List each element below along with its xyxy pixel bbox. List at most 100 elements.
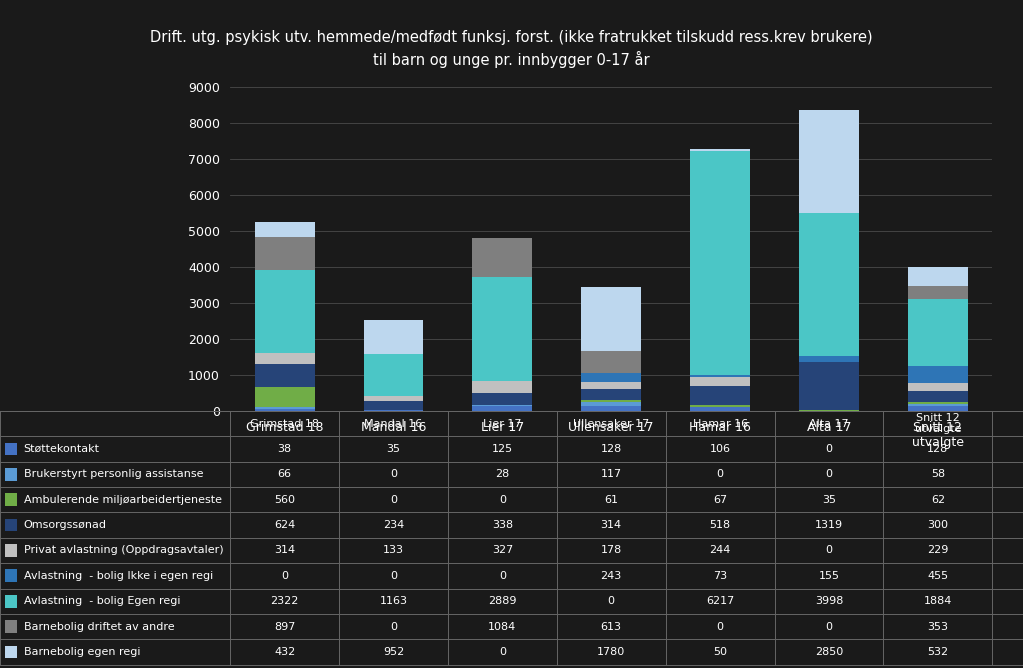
- Bar: [691, 149, 750, 151]
- Bar: [908, 367, 968, 383]
- Text: 432: 432: [274, 647, 296, 657]
- Text: 2850: 2850: [815, 647, 843, 657]
- Text: 532: 532: [927, 647, 948, 657]
- Text: 0: 0: [826, 444, 833, 454]
- Bar: [908, 402, 968, 404]
- Bar: [581, 373, 641, 382]
- Text: 0: 0: [390, 622, 397, 631]
- Text: Barnebolig egen regi: Barnebolig egen regi: [24, 647, 140, 657]
- Text: 1163: 1163: [380, 597, 407, 606]
- Bar: [255, 409, 314, 411]
- Bar: [5, 493, 17, 506]
- Bar: [473, 277, 532, 381]
- Text: 28: 28: [495, 470, 509, 479]
- Bar: [473, 238, 532, 277]
- Bar: [581, 406, 641, 411]
- Text: 0: 0: [608, 597, 615, 606]
- Bar: [799, 110, 859, 212]
- Bar: [473, 393, 532, 405]
- Text: Privat avlastning (Oppdragsavtaler): Privat avlastning (Oppdragsavtaler): [24, 546, 223, 555]
- Text: 155: 155: [818, 571, 840, 580]
- Text: Hamar 16: Hamar 16: [693, 419, 748, 428]
- Text: 38: 38: [277, 444, 292, 454]
- Text: 244: 244: [709, 546, 730, 555]
- Text: 314: 314: [601, 520, 622, 530]
- Text: 35: 35: [387, 444, 400, 454]
- Text: Avlastning  - bolig Ikke i egen regi: Avlastning - bolig Ikke i egen regi: [24, 571, 213, 580]
- Text: 0: 0: [390, 470, 397, 479]
- Text: Ambulerende miljøarbeidertjeneste: Ambulerende miljøarbeidertjeneste: [24, 495, 222, 504]
- Text: Grimstad 18: Grimstad 18: [250, 419, 319, 428]
- Bar: [691, 386, 750, 405]
- Text: 624: 624: [274, 520, 296, 530]
- Bar: [255, 353, 314, 365]
- Bar: [5, 569, 17, 582]
- Bar: [473, 405, 532, 406]
- Text: 613: 613: [601, 622, 622, 631]
- Bar: [908, 383, 968, 391]
- Text: 327: 327: [492, 546, 513, 555]
- Text: 243: 243: [601, 571, 622, 580]
- Text: 1780: 1780: [597, 647, 625, 657]
- Text: Omsorgssønad: Omsorgssønad: [24, 520, 106, 530]
- Text: 0: 0: [281, 571, 288, 580]
- Bar: [908, 267, 968, 286]
- Text: 58: 58: [931, 470, 945, 479]
- Text: 229: 229: [927, 546, 948, 555]
- Text: 897: 897: [274, 622, 296, 631]
- Text: 518: 518: [710, 520, 730, 530]
- Bar: [473, 381, 532, 393]
- Bar: [581, 402, 641, 406]
- Bar: [581, 287, 641, 351]
- Bar: [473, 406, 532, 411]
- Bar: [363, 320, 424, 355]
- Text: 0: 0: [826, 622, 833, 631]
- Bar: [908, 406, 968, 411]
- Text: Drift. utg. psykisk utv. hemmede/medfødt funksj. forst. (ikke fratrukket tilskud: Drift. utg. psykisk utv. hemmede/medfødt…: [150, 30, 873, 67]
- Text: Avlastning  - bolig Egen regi: Avlastning - bolig Egen regi: [24, 597, 180, 606]
- Bar: [255, 407, 314, 409]
- Bar: [5, 595, 17, 608]
- Bar: [908, 404, 968, 406]
- Text: 455: 455: [927, 571, 948, 580]
- Text: 1319: 1319: [815, 520, 843, 530]
- Text: 178: 178: [601, 546, 622, 555]
- Text: 35: 35: [822, 495, 836, 504]
- Text: 3998: 3998: [814, 597, 843, 606]
- Text: Snitt 12
utvalgte: Snitt 12 utvalgte: [915, 413, 962, 434]
- Bar: [255, 237, 314, 270]
- Text: 2322: 2322: [270, 597, 299, 606]
- Bar: [799, 357, 859, 362]
- Bar: [5, 518, 17, 532]
- Bar: [581, 382, 641, 389]
- Bar: [363, 396, 424, 401]
- Text: 0: 0: [499, 495, 505, 504]
- Text: Barnebolig driftet av andre: Barnebolig driftet av andre: [24, 622, 174, 631]
- Bar: [255, 270, 314, 353]
- Text: 106: 106: [710, 444, 730, 454]
- Bar: [5, 442, 17, 456]
- Text: 0: 0: [499, 647, 505, 657]
- Text: 300: 300: [928, 520, 948, 530]
- Text: 50: 50: [713, 647, 727, 657]
- Text: 61: 61: [605, 495, 618, 504]
- Text: 0: 0: [390, 571, 397, 580]
- Bar: [691, 377, 750, 386]
- Text: 66: 66: [277, 470, 292, 479]
- Text: Ullensaker 17: Ullensaker 17: [573, 419, 650, 428]
- Text: 560: 560: [274, 495, 295, 504]
- Text: 73: 73: [713, 571, 727, 580]
- Bar: [5, 468, 17, 481]
- Bar: [5, 645, 17, 659]
- Bar: [799, 409, 859, 411]
- Bar: [691, 151, 750, 375]
- Text: 353: 353: [928, 622, 948, 631]
- Text: 62: 62: [931, 495, 945, 504]
- Text: 0: 0: [826, 470, 833, 479]
- Bar: [908, 391, 968, 402]
- Text: 117: 117: [601, 470, 622, 479]
- Bar: [255, 222, 314, 237]
- Bar: [691, 407, 750, 411]
- Bar: [799, 212, 859, 357]
- Bar: [691, 405, 750, 407]
